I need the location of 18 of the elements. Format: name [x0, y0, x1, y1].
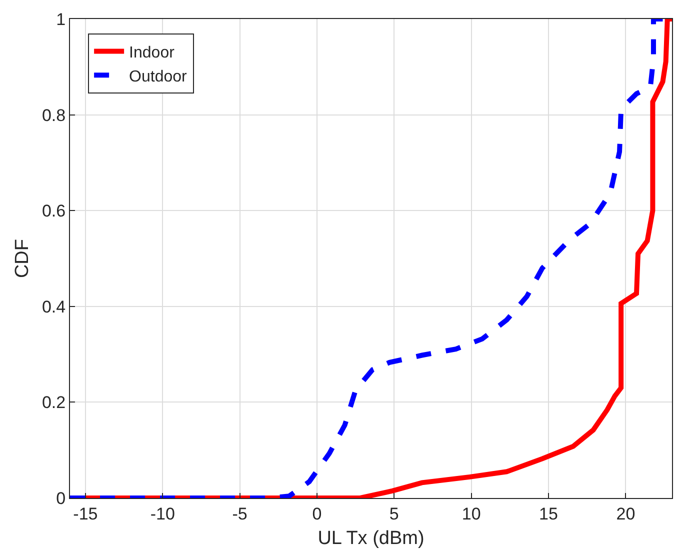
x-tick-label: -5	[232, 504, 248, 524]
y-tick-label: 0.4	[42, 297, 66, 316]
x-tick-label: -15	[73, 504, 98, 524]
x-tick-label: 15	[539, 504, 558, 524]
x-tick-label: 20	[616, 504, 636, 524]
y-tick-label: 0.6	[42, 202, 66, 221]
y-axis-title: CDF	[12, 238, 33, 278]
legend-label: Outdoor	[129, 68, 188, 86]
y-tick-label: 0.8	[42, 106, 66, 125]
x-tick-label: -10	[150, 504, 175, 524]
x-tick-label: 10	[462, 504, 481, 524]
legend-label: Indoor	[129, 44, 176, 62]
x-tick-label: 0	[312, 504, 322, 524]
x-tick-label: 5	[389, 504, 399, 524]
y-tick-label: 1	[56, 10, 66, 29]
y-tick-label: 0.2	[42, 393, 66, 412]
y-tick-label: 0	[56, 488, 66, 508]
x-axis-title: UL Tx (dBm)	[318, 528, 424, 550]
